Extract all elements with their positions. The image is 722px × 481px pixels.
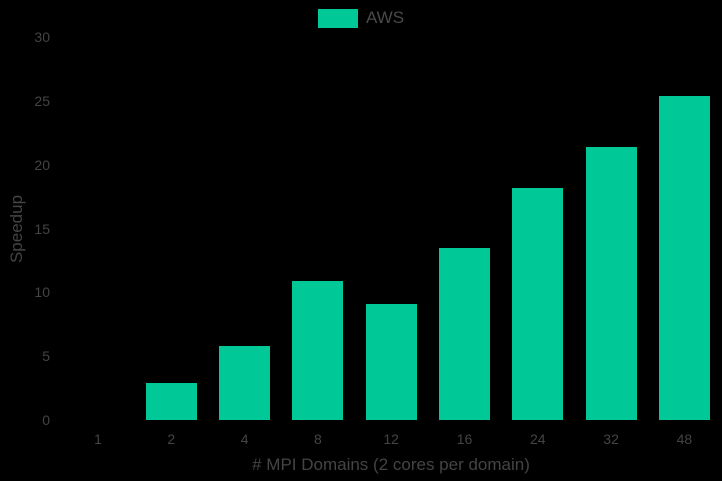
y-axis-label: Speedup bbox=[7, 194, 26, 264]
legend-swatch-aws bbox=[317, 8, 358, 28]
x-tick-label: 8 bbox=[313, 431, 322, 447]
x-tick-label: 48 bbox=[676, 431, 693, 447]
y-tick-label: 15 bbox=[34, 220, 50, 237]
bar-2 bbox=[145, 382, 197, 420]
x-tick-label: 1 bbox=[94, 431, 102, 447]
bar-24 bbox=[512, 187, 564, 420]
y-tick-label: 30 bbox=[34, 29, 50, 45]
x-tick-label: 12 bbox=[383, 431, 399, 447]
bar-32 bbox=[585, 146, 637, 420]
legend: AWS bbox=[0, 8, 722, 28]
bar-48 bbox=[658, 95, 710, 420]
y-tick-label: 10 bbox=[34, 284, 50, 301]
y-tick-label: 5 bbox=[42, 348, 50, 365]
legend-label-aws: AWS bbox=[365, 8, 405, 27]
bar-16 bbox=[439, 247, 490, 420]
bar-8 bbox=[292, 280, 344, 420]
y-tick-label: 0 bbox=[42, 412, 50, 428]
x-tick-label: 2 bbox=[167, 431, 176, 447]
bar-4 bbox=[219, 345, 271, 420]
x-tick-label: 16 bbox=[456, 431, 473, 447]
x-axis-label: # MPI Domains (2 cores per domain) bbox=[252, 455, 530, 474]
x-tick-label: 32 bbox=[603, 431, 619, 447]
bar-12 bbox=[365, 303, 417, 420]
x-tick-label: 24 bbox=[530, 431, 546, 447]
y-tick-label: 25 bbox=[34, 92, 50, 109]
x-tick-label: 4 bbox=[240, 431, 249, 447]
y-tick-label: 20 bbox=[34, 156, 50, 173]
